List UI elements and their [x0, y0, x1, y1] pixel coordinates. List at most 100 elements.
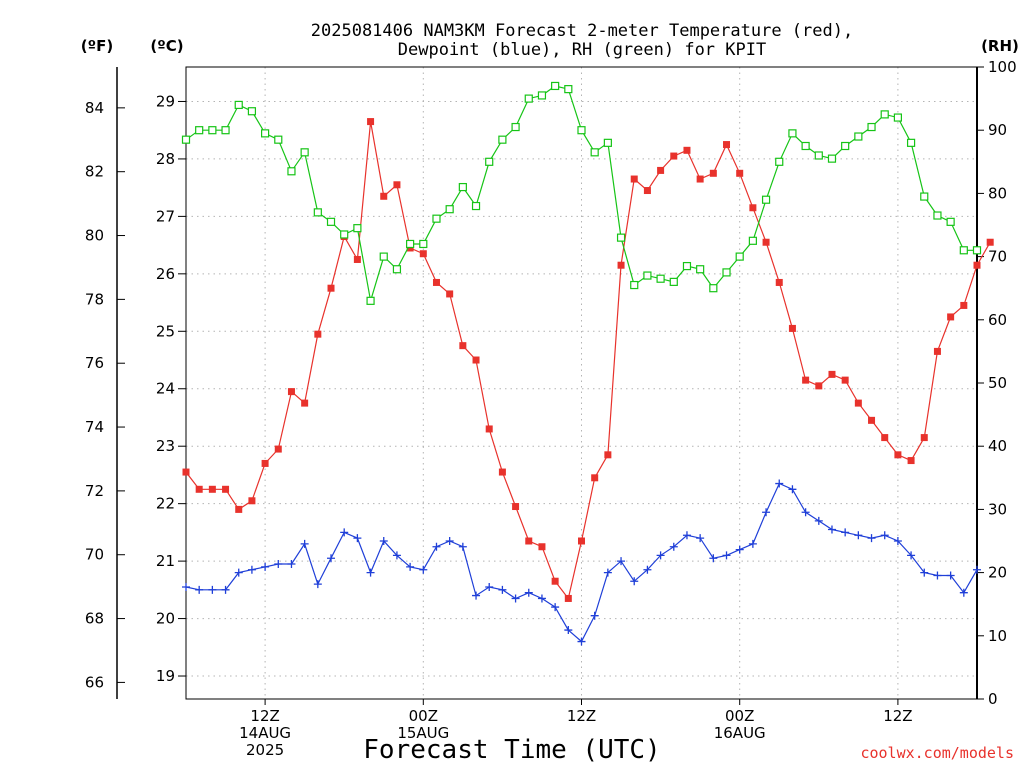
temperature-point: [894, 451, 902, 459]
rh-point: [313, 208, 322, 217]
dewpoint-point: [669, 542, 678, 551]
rh-point: [524, 94, 533, 103]
temperature-point: [235, 505, 243, 513]
dewpoint-point: [524, 588, 533, 597]
chart-title-line-2: Dewpoint (blue), RH (green) for KPIT: [398, 40, 766, 60]
dewpoint-point: [709, 554, 718, 563]
rh-point: [709, 284, 718, 293]
x-tick-label: 12Z: [883, 707, 912, 725]
temperature-point: [881, 434, 889, 442]
rh-point: [854, 132, 863, 141]
dewpoint-point: [379, 537, 388, 545]
rh-point: [814, 151, 823, 160]
dewpoint-point: [788, 485, 797, 494]
temperature-point: [419, 250, 427, 258]
chart-title-line-1: 2025081406 NAM3KM Forecast 2-meter Tempe…: [311, 21, 853, 41]
rh-point: [221, 126, 230, 135]
rh-point: [340, 230, 349, 239]
dewpoint-point: [261, 562, 270, 571]
rh-point: [761, 195, 771, 204]
dewpoint-point: [814, 516, 823, 525]
dewpoint-point: [643, 565, 652, 574]
temperature-series-line: [185, 121, 991, 600]
fahrenheit-tick-label: 68: [85, 610, 104, 628]
celsius-tick-label: 21: [156, 552, 175, 570]
rh-tick-label: 60: [988, 311, 1007, 329]
rh-point: [643, 271, 652, 280]
rh-point: [564, 85, 573, 94]
rh-point: [498, 135, 507, 144]
celsius-tick-label: 27: [156, 207, 175, 225]
rh-point: [287, 167, 296, 176]
temperature-point: [512, 503, 520, 511]
dewpoint-point: [353, 534, 362, 543]
fahrenheit-tick-label: 82: [85, 163, 104, 181]
dewpoint-point: [946, 571, 955, 580]
rh-tick-label: 10: [988, 627, 1007, 645]
fahrenheit-tick-label: 70: [85, 546, 104, 564]
rh-point: [247, 107, 257, 116]
temperature-point: [736, 169, 744, 177]
dewpoint-point: [208, 585, 217, 594]
grid-lines: [186, 67, 977, 699]
rh-point: [867, 122, 876, 132]
temperature-point: [933, 347, 941, 355]
temperature-point: [788, 324, 796, 332]
temperature-point: [643, 187, 651, 195]
fahrenheit-tick-label: 80: [85, 227, 104, 245]
temperature-point: [195, 485, 203, 493]
rh-point: [326, 217, 336, 226]
fahrenheit-tick-label: 84: [85, 99, 104, 117]
temperature-point: [617, 261, 625, 269]
dewpoint-point: [801, 508, 810, 517]
dewpoint-point: [537, 594, 546, 603]
temperature-point: [709, 169, 717, 177]
temperature-point: [683, 146, 691, 154]
temperature-point: [854, 399, 862, 407]
rh-point: [471, 201, 481, 211]
temperature-point: [723, 141, 731, 149]
dewpoint-point: [313, 580, 322, 589]
temperature-point: [472, 356, 480, 364]
dewpoint-point: [577, 637, 586, 646]
rh-point: [775, 157, 784, 166]
rh-point: [590, 148, 599, 157]
dewpoint-point: [973, 565, 981, 574]
dewpoint-point: [682, 531, 691, 540]
dewpoint-point: [590, 611, 599, 620]
x-axis-title: Forecast Time (UTC): [363, 735, 660, 765]
dewpoint-point: [617, 557, 626, 566]
rh-tick-label: 30: [988, 500, 1007, 518]
temperature-point: [920, 434, 928, 442]
rh-point: [261, 129, 270, 138]
dewpoint-point: [287, 559, 296, 568]
rh-point: [366, 296, 375, 305]
temperature-point: [564, 594, 572, 602]
celsius-tick-label: 22: [156, 495, 175, 513]
dewpoint-point: [564, 626, 573, 635]
temperature-point: [380, 192, 388, 200]
rh-point: [959, 246, 968, 255]
dewpoint-point: [392, 551, 401, 560]
temperature-point: [749, 204, 757, 212]
rh-point: [841, 141, 850, 151]
rh-point: [696, 265, 705, 274]
rh-point: [300, 148, 309, 157]
data-series: [181, 81, 994, 646]
dewpoint-point: [696, 534, 705, 543]
rh-point: [208, 126, 217, 135]
temperature-point: [287, 388, 295, 396]
temperature-point: [525, 537, 533, 545]
rh-point: [880, 110, 889, 119]
temperature-point: [208, 485, 216, 493]
dewpoint-point: [432, 542, 441, 551]
temperature-point: [604, 451, 612, 459]
rh-point: [379, 252, 388, 261]
temperature-point: [393, 181, 401, 189]
celsius-unit-label: (ºC): [150, 37, 183, 55]
temperature-point: [802, 376, 810, 384]
temperature-point: [432, 278, 440, 286]
rh-point: [432, 214, 441, 223]
dewpoint-point: [827, 525, 836, 534]
rh-point: [603, 138, 612, 147]
